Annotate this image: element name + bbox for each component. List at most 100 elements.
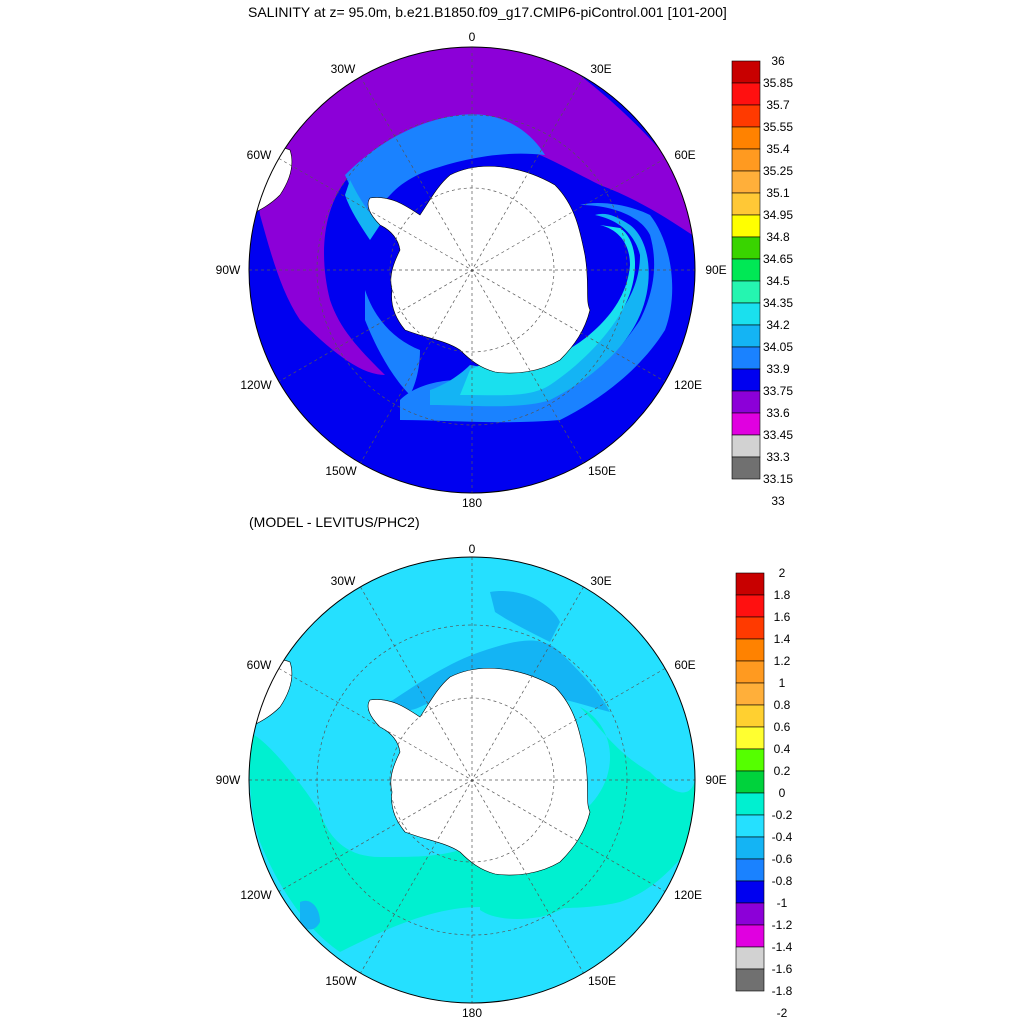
colorbar-label: 1.2	[774, 654, 791, 668]
colorbar-label: 35.4	[766, 142, 790, 156]
lon-label-120w: 120W	[240, 378, 272, 392]
lon-label-120e: 120E	[674, 378, 702, 392]
colorbar-swatch	[735, 704, 765, 728]
colorbar-label: 33	[771, 494, 785, 508]
colorbar-swatch	[735, 836, 765, 860]
colorbar-label: 33.9	[766, 362, 790, 376]
colorbar-swatch	[731, 280, 761, 304]
lon-label-150e: 150E	[588, 464, 616, 478]
colorbar-label: -0.2	[772, 808, 793, 822]
colorbar-swatch	[731, 324, 761, 348]
colorbar-label: -0.6	[772, 852, 793, 866]
colorbar-swatch	[735, 792, 765, 816]
lon-label-90w: 90W	[216, 773, 241, 787]
colorbar-label: 34.2	[766, 318, 790, 332]
lon-label-90w: 90W	[216, 263, 241, 277]
colorbar-swatch	[731, 456, 761, 480]
colorbar-label: -2	[777, 1006, 788, 1020]
diff-patch-west	[300, 900, 320, 930]
colorbar-label: 1	[779, 676, 786, 690]
colorbar-swatch	[731, 214, 761, 238]
salinity-band-33-9-east	[400, 203, 673, 423]
colorbar-swatch	[735, 682, 765, 706]
colorbar-swatch	[735, 902, 765, 926]
colorbar-label: 0	[779, 786, 786, 800]
colorbar-swatch	[731, 302, 761, 326]
colorbar-label: -1	[777, 896, 788, 910]
salinity-field	[249, 47, 695, 493]
salinity-band-33-6b	[300, 60, 440, 185]
colorbar-swatch	[731, 236, 761, 260]
colorbar-swatch	[731, 258, 761, 282]
lon-label-120w: 120W	[240, 888, 272, 902]
colorbar-label: 33.45	[763, 428, 793, 442]
main-title: SALINITY at z= 95.0m, b.e21.B1850.f09_g1…	[248, 4, 727, 20]
salinity-band-peninsula	[345, 180, 380, 240]
colorbar-label: 0.8	[774, 698, 791, 712]
colorbar-label: 34.65	[763, 252, 793, 266]
colorbar-label: 33.3	[766, 450, 790, 464]
colorbar-swatch	[731, 390, 761, 414]
colorbar-label: 34.5	[766, 274, 790, 288]
difference-field	[249, 557, 695, 1003]
lon-label-60e: 60E	[674, 148, 695, 162]
salinity-band-33-9-north	[345, 114, 545, 230]
lon-label-180: 180	[462, 1006, 482, 1020]
graticule-diff	[249, 557, 695, 1003]
colorbar-swatch	[735, 616, 765, 640]
colorbar-swatch	[735, 770, 765, 794]
difference-map-panel: 0 180 30W 30E 60W 60E 90W 90E 120W 120E …	[216, 542, 793, 1020]
lon-label-30e: 30E	[590, 62, 611, 76]
colorbar-label: 34.95	[763, 208, 793, 222]
colorbar-swatch	[731, 82, 761, 106]
lon-label-60w: 60W	[247, 658, 272, 672]
colorbar-label: 35.7	[766, 98, 790, 112]
colorbar-label: 1.6	[774, 610, 791, 624]
colorbar-swatch	[731, 192, 761, 216]
colorbar-swatch	[731, 148, 761, 172]
colorbar-swatch	[731, 170, 761, 194]
colorbar-swatch	[731, 104, 761, 128]
colorbar-swatch	[735, 946, 765, 970]
colorbar-swatch	[731, 346, 761, 370]
lon-label-150e: 150E	[588, 974, 616, 988]
colorbar-label: 33.6	[766, 406, 790, 420]
colorbar-label: 34.8	[766, 230, 790, 244]
colorbar-label: 0.6	[774, 720, 791, 734]
graticule	[249, 47, 695, 493]
salinity-band-34-05	[430, 213, 649, 407]
colorbar-label: 33.15	[763, 472, 793, 486]
lon-label-180: 180	[462, 496, 482, 510]
colorbar-label: 33.75	[763, 384, 793, 398]
difference-colorbar: 2 1.8 1.6 1.4 1.2 1 0.8 0.6 0.4 0.2 0 -0.2 -0.4 -0.6 -…	[735, 566, 793, 1020]
colorbar-swatch	[735, 968, 765, 992]
diff-band-neg-0-6-north	[490, 591, 560, 642]
colorbar-label: -1.4	[772, 940, 793, 954]
lon-label-60e: 60E	[674, 658, 695, 672]
colorbar-swatch	[735, 638, 765, 662]
colorbar-label: 1.8	[774, 588, 791, 602]
colorbar-swatch	[735, 748, 765, 772]
colorbar-label: 35.1	[766, 186, 790, 200]
colorbar-label: 2	[779, 566, 786, 580]
longitude-labels-diff: 0 180 30W 30E 60W 60E 90W 90E 120W 120E …	[216, 542, 727, 1020]
salinity-colorbar: 36 35.85 35.7 35.55 35.4 35.25 35.1 34.95 34.8 34…	[731, 54, 793, 508]
difference-subtitle: (MODEL - LEVITUS/PHC2)	[249, 514, 420, 530]
colorbar-swatch	[735, 858, 765, 882]
colorbar-swatch	[735, 572, 765, 596]
colorbar-swatch	[735, 726, 765, 750]
lon-label-30w: 30W	[331, 62, 356, 76]
colorbar-swatch	[731, 60, 761, 84]
colorbar-swatch	[735, 660, 765, 684]
lon-label-60w: 60W	[247, 148, 272, 162]
colorbar-label: 0.4	[774, 742, 791, 756]
colorbar-label: 0.2	[774, 764, 791, 778]
salinity-map-panel: 0 180 30W 30E 60W 60E 90W 90E 120W 120E …	[216, 30, 794, 510]
colorbar-label: 35.25	[763, 164, 793, 178]
lon-label-30e: 30E	[590, 574, 611, 588]
lon-label-0: 0	[469, 30, 476, 44]
colorbar-label: -1.6	[772, 962, 793, 976]
colorbar-swatch	[735, 880, 765, 904]
salinity-band-33-9-west	[365, 290, 420, 395]
map-border-diff	[248, 556, 696, 1004]
